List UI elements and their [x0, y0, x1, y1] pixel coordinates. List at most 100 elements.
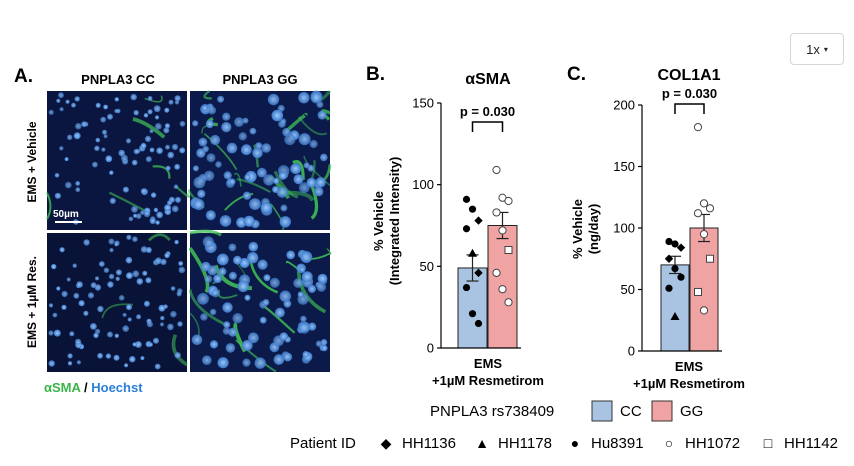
nucleus [170, 286, 176, 291]
nucleus [81, 121, 87, 128]
nucleus [307, 284, 317, 293]
sma-fiber [188, 247, 210, 294]
nucleus [140, 210, 145, 215]
nucleus [149, 147, 155, 153]
nucleus [66, 277, 71, 282]
genotype-legend-gg-swatch [651, 400, 673, 422]
nucleus [249, 127, 257, 135]
genotype-legend-gg-label: GG [680, 403, 703, 420]
nucleus [133, 110, 139, 116]
sma-fiber [189, 229, 222, 237]
nucleus [317, 273, 328, 284]
nucleus [145, 277, 152, 284]
y-tick-label: 200 [613, 98, 635, 113]
nucleus [76, 281, 83, 288]
nucleus [48, 330, 54, 336]
nucleus [171, 143, 179, 151]
nucleus [94, 145, 100, 151]
nucleus [126, 234, 132, 240]
nucleus [248, 332, 259, 344]
nucleus [118, 295, 125, 301]
nucleus [241, 340, 253, 351]
data-point [694, 287, 702, 296]
nucleus [130, 93, 137, 101]
nucleus [64, 157, 69, 162]
nucleus [306, 177, 317, 188]
nucleus [72, 263, 77, 268]
nucleus [273, 354, 285, 365]
data-point [504, 196, 513, 206]
nucleus [317, 110, 327, 120]
genotype-legend-label: PNPLA3 rs738409 [430, 403, 554, 420]
nucleus [140, 246, 148, 253]
nucleus [160, 322, 164, 327]
x-axis-label-2: +1µM Resmetirom [633, 376, 745, 391]
nucleus [277, 104, 285, 112]
nucleus [279, 216, 291, 228]
nucleus [65, 181, 72, 189]
nucleus [257, 167, 267, 178]
y-tick-label: 50 [621, 282, 635, 297]
nucleus [131, 159, 138, 166]
nucleus [298, 92, 310, 104]
nucleus [279, 332, 289, 341]
nucleus [225, 343, 236, 353]
panel-c-letter: C. [567, 64, 586, 85]
nucleus [262, 299, 270, 306]
nucleus [298, 322, 310, 334]
nucleus [271, 109, 284, 122]
nucleus [132, 236, 138, 242]
nucleus [74, 96, 80, 102]
nucleus [133, 213, 138, 218]
data-point [665, 237, 673, 246]
nucleus [107, 113, 113, 120]
nucleus [273, 177, 280, 184]
zoom-select[interactable]: 1x ▾ [790, 33, 844, 65]
nucleus [200, 261, 211, 272]
y-axis-label-2: (ng/day) [586, 204, 601, 255]
nucleus [114, 108, 119, 114]
nucleus [90, 323, 97, 330]
nucleus [148, 342, 153, 347]
nucleus [124, 363, 129, 368]
data-point [468, 248, 477, 257]
nucleus [228, 271, 237, 280]
nucleus [135, 213, 142, 219]
nucleus [109, 248, 114, 253]
nucleus [54, 192, 62, 199]
nucleus [279, 290, 292, 303]
patient-id-label: HH1178 [498, 435, 552, 452]
nucleus [142, 270, 148, 276]
nucleus [108, 273, 115, 280]
nucleus [65, 99, 70, 104]
nucleus [168, 99, 174, 105]
chart-col1a1: COL1A1 0 50 100 150 200 % Vehicle (ng/day) EMS +1… [570, 67, 745, 391]
nucleus [229, 178, 236, 185]
nucleus [200, 313, 208, 321]
nucleus [308, 322, 317, 331]
nucleus [192, 165, 199, 172]
sma-fiber [46, 192, 52, 220]
y-tick-label: 0 [628, 344, 635, 359]
nucleus [267, 93, 280, 106]
nucleus [165, 165, 171, 171]
nucleus [171, 205, 179, 213]
nucleus [140, 356, 145, 361]
nucleus [222, 112, 231, 121]
nucleus [105, 353, 112, 359]
panel-a-letter: A. [14, 66, 33, 87]
nucleus [147, 109, 153, 115]
nucleus [56, 286, 61, 291]
nucleus [301, 271, 313, 283]
data-point [468, 205, 477, 213]
nucleus [215, 161, 222, 168]
nucleus [178, 261, 184, 266]
nucleus [177, 321, 183, 327]
y-tick-label: 150 [412, 96, 434, 111]
nucleus [115, 276, 120, 281]
nucleus [114, 242, 119, 247]
patient-legend-label: Patient ID [290, 435, 356, 452]
data-point [699, 230, 709, 239]
nucleus [257, 259, 268, 270]
nucleus [109, 170, 114, 175]
